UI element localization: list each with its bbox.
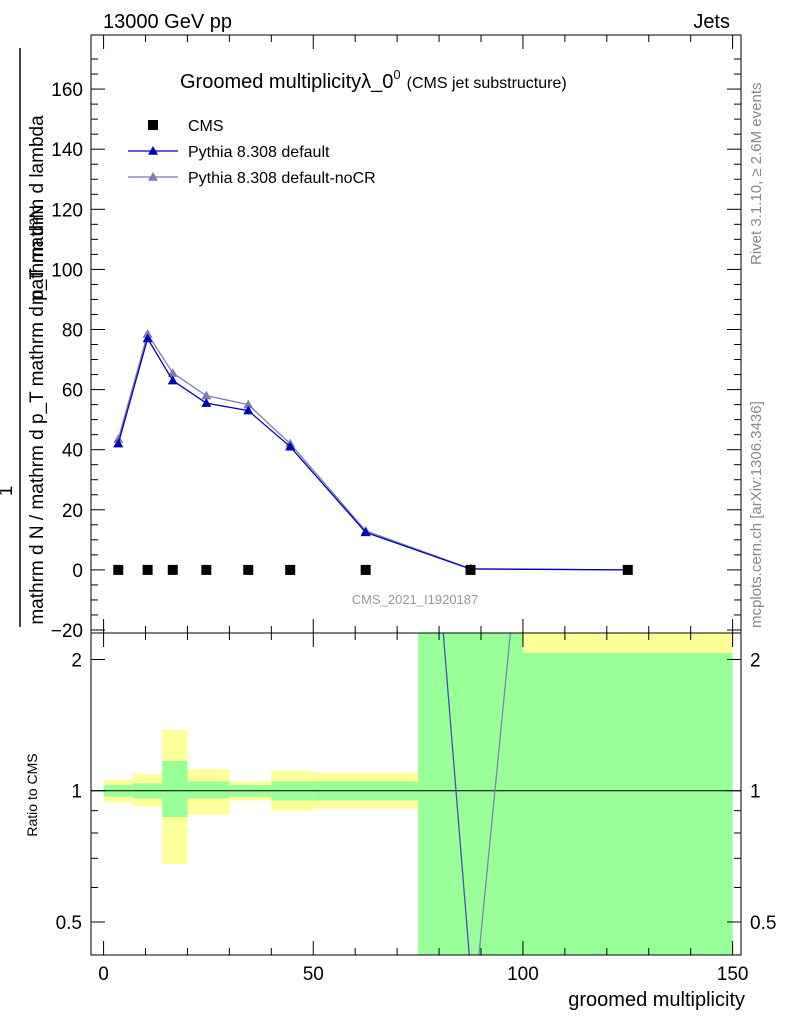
ratio-ylabel: Ratio to CMS	[24, 753, 40, 836]
data-point	[285, 564, 296, 575]
stat-uncertainty-band	[522, 652, 733, 955]
header-right: Jets	[693, 11, 730, 33]
ratio-y-tick-label-right: 0.5	[750, 913, 776, 934]
legend-marker	[148, 146, 158, 155]
x-tick-label: 50	[303, 964, 324, 985]
data-point	[243, 564, 254, 575]
x-tick-label: 0	[98, 964, 109, 985]
series-point	[113, 438, 124, 448]
stat-uncertainty-band	[418, 633, 523, 955]
series-point	[285, 441, 296, 451]
series-line	[117, 336, 628, 571]
ratio-y-tick-label: 2	[71, 650, 82, 671]
watermark: CMS_2021_I1920187	[352, 592, 479, 607]
ratio-y-tick-label: 0.5	[56, 913, 82, 934]
main-title: Groomed multiplicityλ_00(CMS jet substru…	[180, 67, 567, 93]
y-tick-label: 60	[62, 381, 83, 402]
ylabel-denominator: mathrm d N / mathrm d p_T mathrm d p_T m…	[27, 115, 48, 625]
stat-uncertainty-band	[187, 781, 230, 799]
y-tick-label: 20	[62, 501, 83, 522]
mcplots-label: mcplots.cern.ch [arXiv:1306.3436]	[748, 401, 765, 628]
data-point	[360, 564, 371, 575]
y-tick-label: −20	[51, 621, 83, 642]
y-tick-label: 160	[51, 80, 83, 101]
ratio-y-tick-label-right: 2	[750, 650, 761, 671]
legend-label: CMS	[188, 118, 224, 135]
ratio-frame	[90, 632, 742, 956]
x-tick-label: 100	[507, 964, 539, 985]
ylabel-one: 1	[0, 486, 17, 497]
ratio-series-line	[478, 632, 512, 956]
x-axis-label: groomed multiplicity	[568, 989, 745, 1011]
data-point	[465, 564, 476, 575]
series-point	[243, 405, 254, 415]
series-point	[167, 375, 178, 385]
legend-label: Pythia 8.308 default	[188, 144, 330, 161]
y-tick-label: 0	[72, 561, 83, 582]
ratio-panel: 0.5 0.5 1 1 2 2 0 50 100 150 Ratio to CMS groome…	[24, 632, 776, 1011]
ylabel-numerator: mathrm d²N	[27, 205, 48, 305]
y-tick-label: 40	[62, 441, 83, 462]
data-point	[622, 564, 633, 575]
series-point	[142, 333, 153, 343]
main-subtitle: (CMS jet substructure)	[407, 75, 567, 92]
series-point	[201, 398, 212, 407]
main-panel: −20 0 20 40 60 80 100 120 140 160 Groomed multipl…	[0, 34, 742, 642]
header-left: 13000 GeV pp	[103, 11, 232, 33]
ratio-y-tick-label-right: 1	[750, 782, 761, 803]
series-point	[167, 368, 178, 377]
series-point	[360, 527, 371, 537]
ratio-y-tick-label: 1	[71, 782, 82, 803]
legend: CMS Pythia 8.308 default Pythia 8.308 defa…	[128, 118, 376, 187]
y-tick-label: 80	[62, 320, 83, 341]
series-point	[201, 390, 212, 400]
legend-marker	[148, 120, 158, 130]
series-point	[142, 329, 153, 338]
series-point	[243, 399, 254, 409]
data-point	[167, 564, 178, 575]
stat-uncertainty-band	[162, 760, 188, 818]
series-point	[113, 434, 124, 443]
legend-label: Pythia 8.308 default-noCR	[188, 170, 376, 187]
rivet-label: Rivet 3.1.10, ≥ 2.6M events	[748, 83, 765, 266]
y-tick-label: 140	[51, 140, 83, 161]
data-point	[201, 564, 212, 575]
x-tick-label: 150	[717, 964, 749, 985]
data-point	[113, 564, 124, 575]
y-tick-label: 100	[51, 260, 83, 281]
y-tick-label: 120	[51, 200, 83, 221]
legend-marker	[148, 172, 158, 181]
ratio-series-line	[442, 632, 470, 956]
data-point	[142, 564, 153, 575]
